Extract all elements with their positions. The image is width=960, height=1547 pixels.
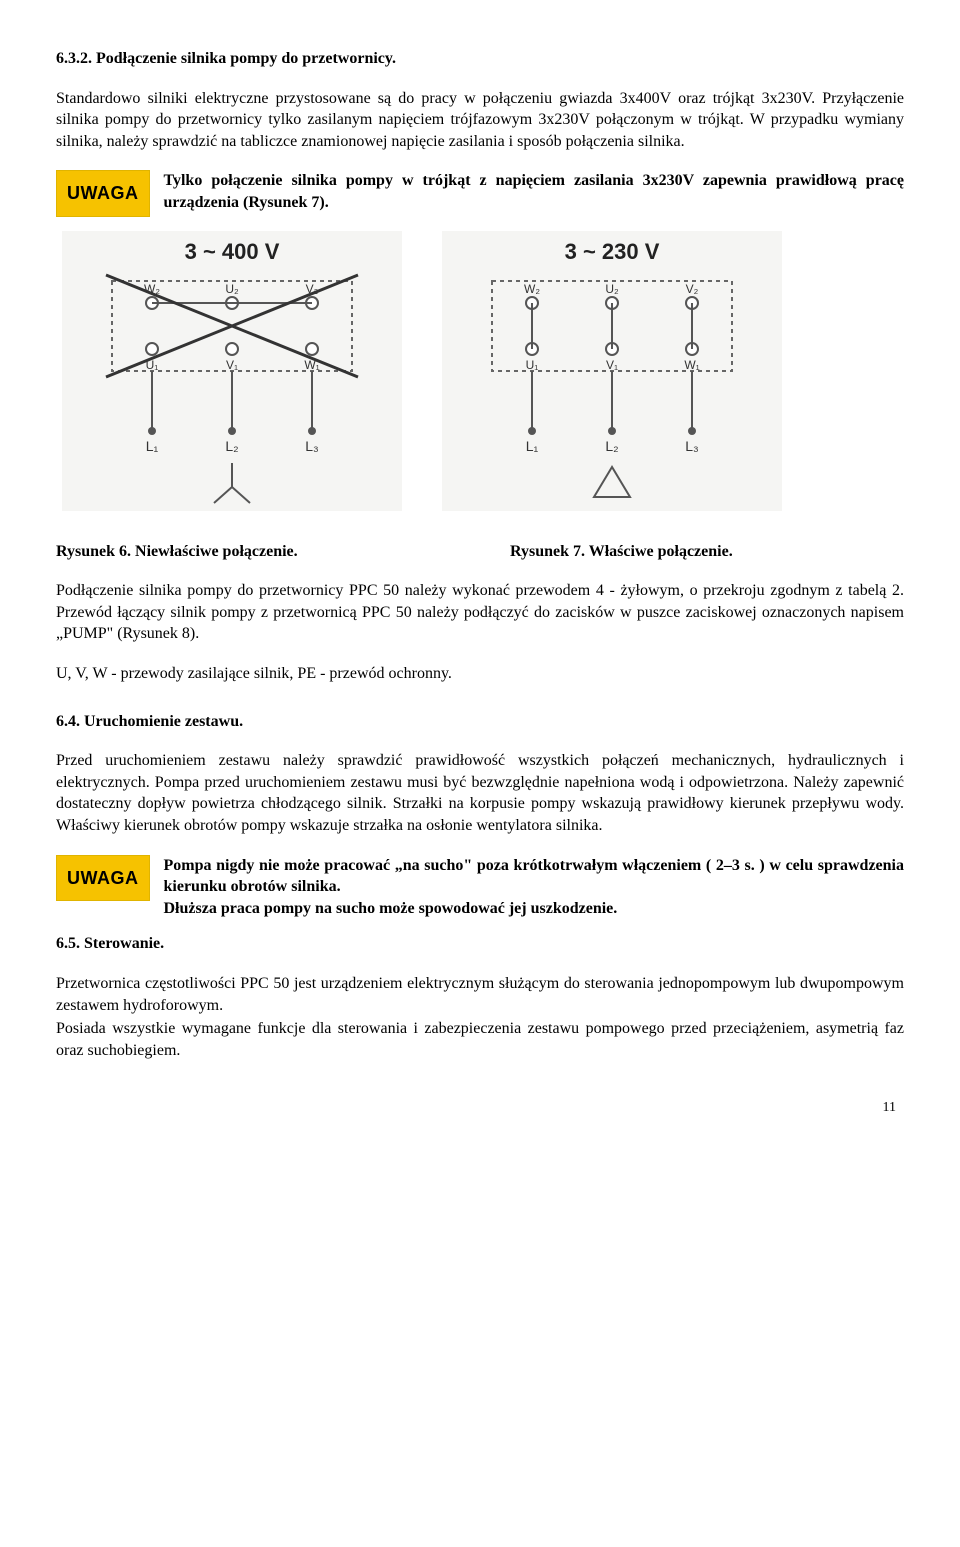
uwaga2-line1: Pompa nigdy nie może pracować „na sucho"… (164, 857, 905, 896)
caption-figure-7: Rysunek 7. Właściwe połączenie. (510, 541, 904, 563)
paragraph-6-3-2-1: Standardowo silniki elektryczne przystos… (56, 88, 904, 153)
paragraph-6-5-1: Przetwornica częstotliwości PPC 50 jest … (56, 973, 904, 1016)
paragraph-wiring-2: U, V, W - przewody zasilające silnik, PE… (56, 663, 904, 685)
uwaga-badge-2: UWAGA (56, 855, 150, 901)
svg-text:L₁: L₁ (146, 438, 159, 454)
diagram-star-400v: 3 ~ 400 VW₂U₁U₂V₁V₂W₁L₁L₂L₃ (62, 231, 402, 511)
paragraph-6-4-1: Przed uruchomieniem zestawu należy spraw… (56, 750, 904, 836)
svg-text:3 ~ 230 V: 3 ~ 230 V (565, 239, 660, 264)
svg-text:V₂: V₂ (686, 282, 699, 296)
heading-6-5: 6.5. Sterowanie. (56, 933, 904, 955)
uwaga-text-1: Tylko połączenie silnika pompy w trójkąt… (164, 170, 905, 213)
paragraph-6-5-2: Posiada wszystkie wymagane funkcje dla s… (56, 1018, 904, 1061)
svg-text:V₁: V₁ (226, 358, 238, 372)
svg-text:W₁: W₁ (684, 358, 699, 372)
svg-text:W₂: W₂ (524, 282, 540, 296)
uwaga-box-1: UWAGA Tylko połączenie silnika pompy w t… (56, 170, 904, 216)
svg-text:3 ~ 400 V: 3 ~ 400 V (185, 239, 280, 264)
svg-text:L₃: L₃ (305, 438, 319, 454)
svg-text:L₃: L₃ (685, 438, 699, 454)
svg-text:V₁: V₁ (606, 358, 618, 372)
svg-text:L₂: L₂ (225, 438, 238, 454)
caption-figure-6: Rysunek 6. Niewłaściwe połączenie. (56, 541, 450, 563)
svg-text:U₂: U₂ (225, 282, 239, 296)
diagram-captions: Rysunek 6. Niewłaściwe połączenie. Rysun… (56, 541, 904, 563)
diagram-delta-230v: 3 ~ 230 V W₂ U₁ U₂ V₁ V₂ W₁ L₁ L₂ L₃ (442, 231, 782, 511)
heading-6-4: 6.4. Uruchomienie zestawu. (56, 711, 904, 733)
svg-text:U₁: U₁ (526, 358, 539, 372)
uwaga-box-2: UWAGA Pompa nigdy nie może pracować „na … (56, 855, 904, 920)
page-number: 11 (883, 1099, 896, 1118)
svg-text:L₁: L₁ (526, 438, 539, 454)
uwaga-text-2: Pompa nigdy nie może pracować „na sucho"… (164, 855, 905, 920)
uwaga-badge-1: UWAGA (56, 170, 150, 216)
svg-text:L₂: L₂ (605, 438, 618, 454)
svg-text:U₂: U₂ (605, 282, 619, 296)
uwaga2-line2: Dłuższa praca pompy na sucho może spowod… (164, 900, 618, 917)
paragraph-wiring-1: Podłączenie silnika pompy do przetwornic… (56, 580, 904, 645)
heading-6-3-2: 6.3.2. Podłączenie silnika pompy do prze… (56, 48, 904, 70)
wiring-diagrams-row: 3 ~ 400 V W₂ U₁ U₂ V₁ V₂ W₁ L₁ L₂ L₃ 3 ~ 230 V W₂ U… (56, 231, 904, 511)
